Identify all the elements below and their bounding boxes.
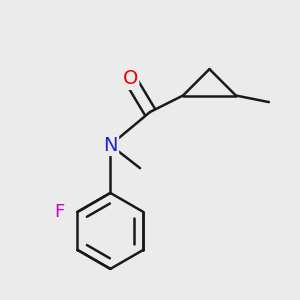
Text: O: O — [122, 70, 138, 88]
Text: N: N — [103, 136, 118, 154]
Text: F: F — [54, 203, 64, 221]
